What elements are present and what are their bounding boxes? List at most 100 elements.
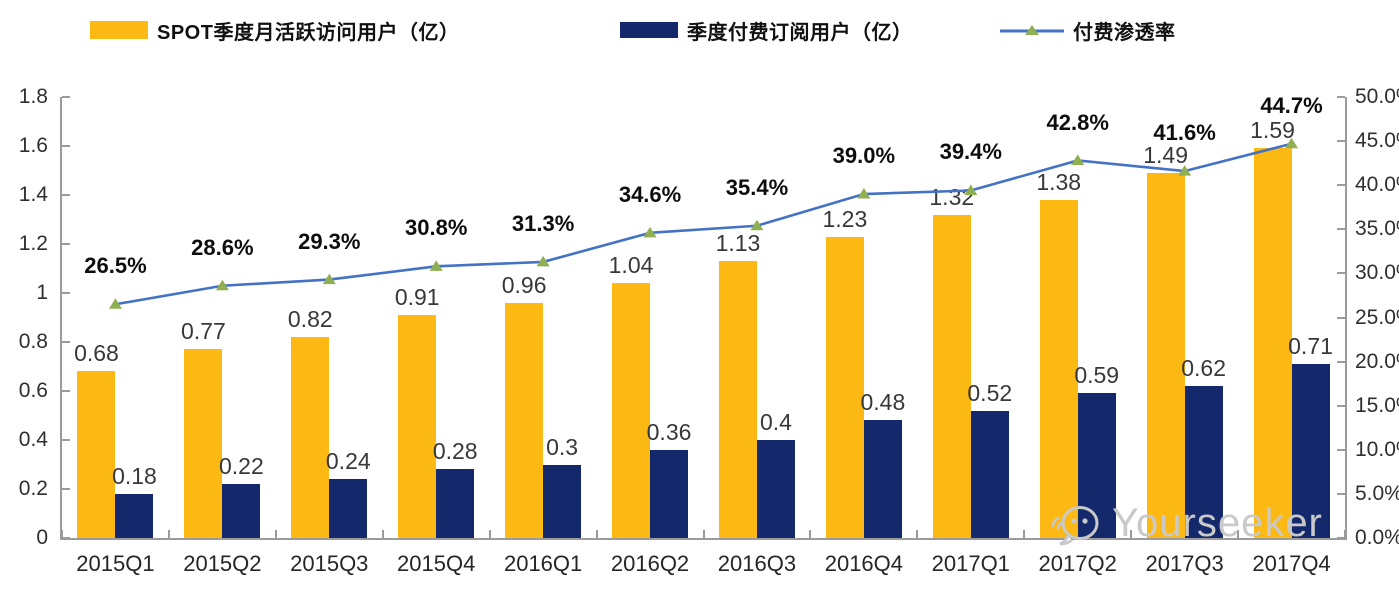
triangle-marker-2016Q2 <box>643 226 657 238</box>
subs-bar-2015Q1 <box>115 493 154 538</box>
subs-bar-2015Q4 <box>436 469 475 538</box>
right-axis-tick-label: 15.0% <box>1355 393 1399 417</box>
left-axis-tick <box>62 537 70 539</box>
right-axis-tick-label: 50.0% <box>1355 85 1399 108</box>
penetration-label-2017Q1: 39.4% <box>939 139 1002 165</box>
x-category-label: 2016Q2 <box>610 551 690 576</box>
left-axis-tick-label: 0.2 <box>18 477 48 500</box>
mau-bar-2016Q1 <box>505 302 544 538</box>
subs-bar-2017Q4 <box>1291 364 1330 538</box>
subs-bar-2017Q1 <box>970 410 1009 538</box>
mau-value-label-2017Q3: 1.49 <box>1143 141 1188 168</box>
subs-value-label-2016Q1: 0.3 <box>546 433 579 460</box>
left-axis-tick-label: 1.4 <box>18 183 48 206</box>
subs-bar-2016Q1 <box>543 464 582 538</box>
subs-legend-label: 季度付费订阅用户（亿） <box>687 21 913 44</box>
legend-item-mau: SPOT季度月活跃访问用户（亿） <box>90 16 459 44</box>
line-triangle-legend-swatch <box>1000 21 1064 39</box>
mau-legend-label: SPOT季度月活跃访问用户（亿） <box>157 21 460 44</box>
subs-value-label-2017Q3: 0.62 <box>1181 355 1226 382</box>
left-axis-tick <box>62 439 70 441</box>
subs-bar-2015Q2 <box>222 484 261 538</box>
right-axis-tick-label: 10.0% <box>1355 437 1399 461</box>
right-axis-tick <box>1337 272 1345 275</box>
mau-bar-2016Q2 <box>612 283 651 538</box>
x-axis-tick <box>595 530 598 538</box>
right-axis-tick-label: 20.0% <box>1355 349 1399 373</box>
penetration-label-2016Q2: 34.6% <box>618 181 682 207</box>
mau-value-label-2015Q1: 0.68 <box>74 340 119 367</box>
mau-value-label-2017Q2: 1.38 <box>1036 168 1082 195</box>
mau-bar-2017Q3 <box>1146 172 1185 538</box>
mau-value-label-2016Q3: 1.13 <box>715 230 761 257</box>
subs-value-label-2016Q4: 0.48 <box>860 389 906 416</box>
mau-value-label-2016Q2: 1.04 <box>608 252 654 279</box>
mau-value-label-2016Q1: 0.96 <box>501 271 547 298</box>
right-axis-tick-label: 25.0% <box>1355 305 1399 329</box>
x-axis-tick <box>809 530 812 538</box>
x-axis-tick <box>916 530 919 538</box>
mau-value-label-2015Q2: 0.77 <box>180 318 226 345</box>
x-axis-tick <box>167 530 170 538</box>
right-axis-tick <box>1337 537 1345 539</box>
legend-item-subs: 季度付费订阅用户（亿） <box>620 16 913 44</box>
left-axis-tick-label: 0.6 <box>18 379 48 402</box>
subs-value-label-2016Q3: 0.4 <box>759 409 792 435</box>
triangle-marker-2015Q1 <box>108 298 122 309</box>
left-axis-tick-label: 1.6 <box>18 134 48 157</box>
legend-item-penetration: 付费渗透率 <box>1000 16 1176 44</box>
x-axis-tick <box>381 530 384 538</box>
subs-bar-2015Q3 <box>329 479 368 538</box>
right-axis-tick <box>1337 96 1345 98</box>
right-axis-tick-label: 5.0% <box>1355 481 1399 505</box>
penetration-label-2015Q1: 26.5% <box>84 253 147 279</box>
triangle-marker-2015Q3 <box>322 273 336 285</box>
left-axis-tick <box>62 145 70 147</box>
right-axis-tick-label: 35.0% <box>1355 217 1399 241</box>
subs-value-label-2016Q2: 0.36 <box>646 418 692 445</box>
right-axis-tick-label: 40.0% <box>1355 173 1399 197</box>
x-category-label: 2017Q4 <box>1252 551 1331 576</box>
subs-value-label-2015Q1: 0.18 <box>112 462 157 489</box>
subs-value-label-2017Q1: 0.52 <box>967 379 1013 406</box>
left-axis-tick-label: 0.8 <box>18 330 48 353</box>
mau-bar-2015Q4 <box>398 315 437 538</box>
left-axis-tick <box>62 390 70 392</box>
mau-bar-2015Q3 <box>291 337 330 538</box>
x-category-label: 2017Q1 <box>931 551 1010 576</box>
mau-value-label-2016Q4: 1.23 <box>822 205 868 232</box>
x-axis <box>60 538 1347 540</box>
penetration-label-2015Q3: 29.3% <box>298 228 361 254</box>
penetration-label-2017Q4: 44.7% <box>1260 92 1323 118</box>
left-axis-tick <box>62 292 70 294</box>
right-axis-tick <box>1337 360 1345 363</box>
left-axis-tick <box>62 96 70 98</box>
x-axis-tick <box>1237 530 1240 538</box>
x-axis-tick <box>1023 530 1026 538</box>
triangle-marker-2015Q4 <box>429 260 443 271</box>
subs-bar-2016Q3 <box>756 440 795 538</box>
mau-bar-2015Q1 <box>77 371 116 538</box>
triangle-marker-2015Q2 <box>215 279 229 291</box>
left-axis-tick <box>62 341 70 343</box>
subs-bar-2017Q3 <box>1184 386 1223 538</box>
right-axis-tick-label: 45.0% <box>1355 129 1399 153</box>
mau-bar-2017Q2 <box>1039 199 1078 538</box>
x-category-label: 2015Q4 <box>397 551 476 576</box>
subs-value-label-2015Q4: 0.28 <box>432 438 478 465</box>
mau-value-label-2017Q1: 1.32 <box>929 183 975 210</box>
right-axis-tick <box>1337 184 1345 187</box>
mau-value-label-2015Q3: 0.82 <box>287 306 333 333</box>
x-category-label: 2016Q1 <box>503 551 583 576</box>
right-axis-tick <box>1337 492 1345 495</box>
x-axis-tick <box>274 530 277 538</box>
triangle-marker-2017Q3 <box>1178 165 1192 176</box>
right-axis-tick <box>1337 140 1345 143</box>
left-axis-tick <box>62 194 70 196</box>
left-axis-tick <box>62 243 70 245</box>
left-axis-tick-label: 1.8 <box>18 85 48 108</box>
x-axis-tick <box>702 530 705 538</box>
